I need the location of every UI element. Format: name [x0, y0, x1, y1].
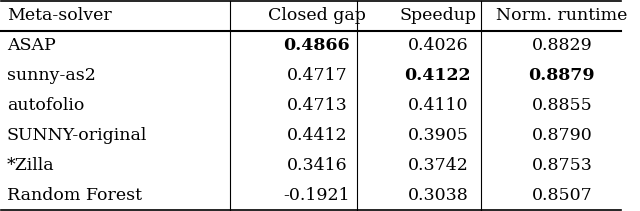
Text: Random Forest: Random Forest	[7, 187, 142, 204]
Text: 0.8855: 0.8855	[531, 97, 592, 114]
Text: Speedup: Speedup	[399, 7, 476, 24]
Text: sunny-as2: sunny-as2	[7, 67, 96, 84]
Text: Meta-solver: Meta-solver	[7, 7, 111, 24]
Text: 0.3742: 0.3742	[408, 157, 468, 174]
Text: ASAP: ASAP	[7, 37, 56, 54]
Text: 0.3038: 0.3038	[408, 187, 468, 204]
Text: 0.8790: 0.8790	[531, 127, 592, 144]
Text: 0.8879: 0.8879	[529, 67, 595, 84]
Text: 0.8753: 0.8753	[531, 157, 592, 174]
Text: *Zilla: *Zilla	[7, 157, 54, 174]
Text: SUNNY-original: SUNNY-original	[7, 127, 147, 144]
Text: 0.8829: 0.8829	[531, 37, 592, 54]
Text: 0.4412: 0.4412	[287, 127, 348, 144]
Text: autofolio: autofolio	[7, 97, 84, 114]
Text: Closed gap: Closed gap	[268, 7, 366, 24]
Text: 0.4026: 0.4026	[408, 37, 468, 54]
Text: 0.3416: 0.3416	[287, 157, 348, 174]
Text: 0.8507: 0.8507	[531, 187, 592, 204]
Text: 0.4717: 0.4717	[287, 67, 348, 84]
Text: Norm. runtime: Norm. runtime	[496, 7, 628, 24]
Text: 0.4122: 0.4122	[404, 67, 471, 84]
Text: 0.4866: 0.4866	[284, 37, 350, 54]
Text: -0.1921: -0.1921	[284, 187, 350, 204]
Text: 0.3905: 0.3905	[408, 127, 468, 144]
Text: 0.4110: 0.4110	[408, 97, 468, 114]
Text: 0.4713: 0.4713	[287, 97, 348, 114]
